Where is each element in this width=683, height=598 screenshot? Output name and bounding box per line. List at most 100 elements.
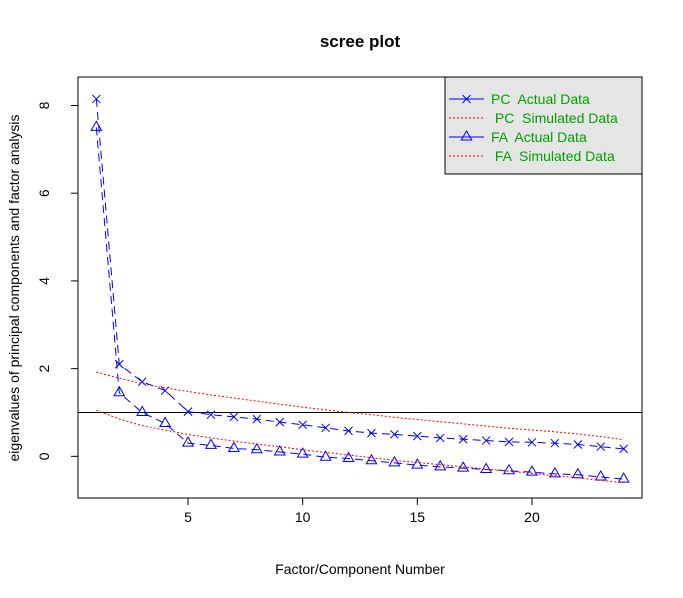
- x-tick-label-15: 15: [410, 509, 426, 525]
- series-1-point-15-stroke-b: [412, 431, 422, 441]
- x-tick-label-20: 20: [524, 509, 540, 525]
- y-tick-label-4: 4: [36, 277, 52, 285]
- series-1-point-22: [573, 440, 583, 449]
- legend-label-1: PC Actual Data: [491, 91, 590, 107]
- series-3-point-11: [319, 450, 332, 461]
- series-1-point-21-stroke-b: [550, 438, 560, 448]
- x-tick-label-10: 10: [295, 509, 311, 525]
- series-1-point-18: [481, 436, 491, 445]
- series-3-point-9: [273, 444, 286, 456]
- legend-label-4: FA Simulated Data: [491, 148, 615, 164]
- legend-marker-1-stroke-b: [462, 94, 471, 104]
- series-2: [96, 371, 624, 441]
- series-3-point-12: [342, 451, 355, 463]
- series-1-point-17-stroke-b: [458, 434, 468, 444]
- series-3-point-24: [617, 472, 630, 483]
- series-1-point-16: [435, 433, 445, 443]
- series-1-point-5: [183, 407, 193, 416]
- series-1-point-15: [412, 431, 422, 441]
- series-4: [96, 409, 624, 484]
- y-axis-label: eigenvalues of principal components and …: [6, 114, 22, 461]
- legend-entries: PC Actual Data PC Simulated Data FA Actua…: [449, 91, 618, 164]
- series-1-point-14: [390, 430, 399, 439]
- series-1-point-3: [137, 377, 147, 387]
- chart-title: scree plot: [320, 32, 401, 51]
- series-1-point-13-stroke-b: [367, 428, 376, 438]
- series-1-point-6: [206, 410, 216, 420]
- series-1-point-18-stroke-b: [481, 436, 491, 445]
- series-1-point-11: [321, 423, 330, 433]
- series-2-line: [96, 371, 624, 441]
- series-1-point-19: [504, 437, 514, 447]
- legend-label-3: FA Actual Data: [491, 129, 587, 145]
- series-1-point-13: [367, 428, 376, 438]
- series-1-point-12: [344, 426, 353, 436]
- series-1-point-16-stroke-b: [435, 433, 445, 443]
- series-3-point-10: [296, 447, 309, 458]
- series-1-point-23-stroke-b: [596, 442, 606, 452]
- series-3-point-13: [365, 453, 378, 465]
- series-layer: [90, 94, 630, 484]
- series-1-point-14-stroke-b: [390, 430, 399, 439]
- series-1-point-24-stroke-b: [619, 444, 629, 454]
- series-1-point-19-stroke-b: [504, 437, 514, 447]
- y-axis: 0 2 4 6 8: [36, 101, 78, 460]
- plot-frame: [77, 76, 643, 499]
- y-tick-label-0: 0: [36, 452, 52, 460]
- series-3-point-7: [227, 441, 240, 452]
- series-3-point-5: [181, 436, 195, 447]
- series-3-point-20: [525, 465, 539, 476]
- series-1-point-1: [91, 94, 101, 104]
- series-3-point-15: [411, 458, 424, 469]
- series-1-point-9: [275, 417, 285, 427]
- series-1-point-17: [458, 434, 468, 444]
- series-1-point-22-stroke-b: [573, 440, 583, 449]
- series-3: [90, 120, 630, 483]
- series-3-point-21: [548, 466, 561, 478]
- series-1-point-21: [550, 438, 560, 448]
- series-3-line: [95, 127, 624, 480]
- legend-marker-3: [460, 130, 473, 141]
- series-1-point-10: [298, 420, 308, 430]
- series-1-point-12-stroke-b: [344, 426, 353, 436]
- series-1-point-20: [527, 437, 537, 447]
- legend-label-2: PC Simulated Data: [491, 110, 618, 126]
- series-3-point-19: [502, 463, 516, 475]
- y-tick-label-2: 2: [36, 365, 52, 373]
- series-1-point-5-stroke-b: [183, 407, 193, 416]
- series-1-point-1-stroke-b: [91, 94, 101, 104]
- legend: PC Actual Data PC Simulated Data FA Actua…: [444, 76, 643, 175]
- x-tick-label-5: 5: [184, 509, 192, 525]
- legend-box: [444, 76, 643, 175]
- series-3-point-4: [159, 416, 172, 427]
- series-4-line: [96, 409, 624, 484]
- series-1-point-6-stroke-b: [206, 410, 216, 420]
- series-1: [91, 94, 629, 454]
- series-3-point-6: [204, 438, 218, 449]
- series-3-point-14: [388, 455, 401, 467]
- series-3-point-22: [571, 467, 584, 479]
- series-3-point-23: [594, 469, 607, 481]
- series-3-point-3: [136, 405, 149, 416]
- legend-marker-1: [462, 94, 471, 104]
- series-1-point-3-stroke-b: [137, 377, 147, 387]
- y-tick-label-6: 6: [36, 189, 52, 197]
- series-1-point-20-stroke-b: [527, 437, 537, 447]
- series-1-point-8: [252, 414, 262, 424]
- series-1-point-23: [596, 442, 606, 452]
- y-tick-label-8: 8: [36, 101, 52, 109]
- x-axis-label: Factor/Component Number: [275, 561, 445, 577]
- series-1-point-11-stroke-b: [321, 423, 330, 433]
- series-3-point-18: [480, 462, 493, 473]
- series-1-point-10-stroke-b: [298, 420, 308, 430]
- series-1-point-9-stroke-b: [275, 417, 285, 427]
- series-1-point-7: [229, 412, 239, 422]
- series-3-point-1: [90, 120, 103, 131]
- series-3-point-16: [434, 459, 447, 471]
- series-1-point-7-stroke-b: [229, 412, 239, 422]
- series-3-point-8: [250, 442, 263, 454]
- x-axis: 5 10 15 20: [184, 498, 540, 525]
- series-3-point-2: [113, 385, 126, 397]
- series-1-point-8-stroke-b: [252, 414, 262, 424]
